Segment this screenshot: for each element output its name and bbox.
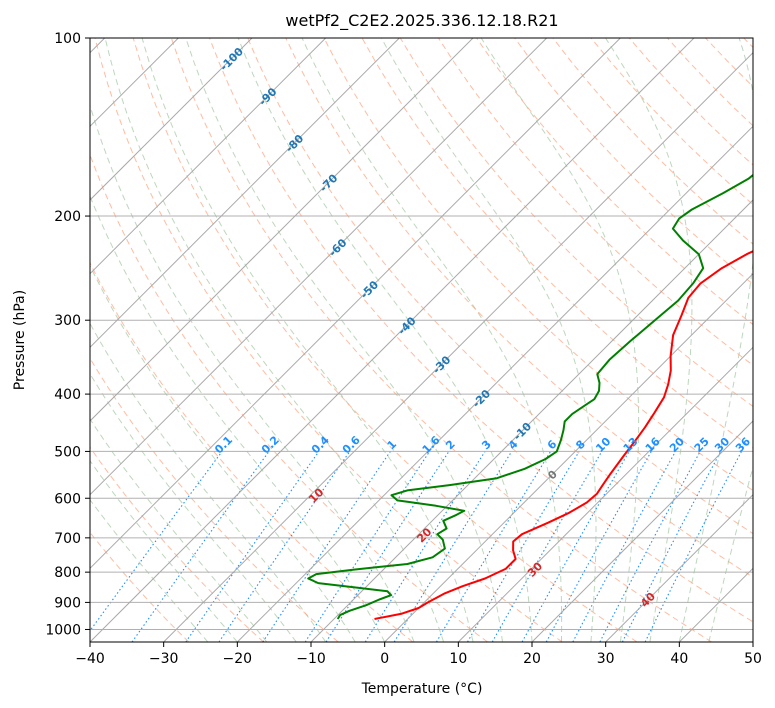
moist-adiabat — [480, 38, 640, 642]
x-tick-label: 20 — [523, 651, 541, 667]
moist-adiabat — [90, 459, 238, 642]
isotherm-line — [384, 272, 753, 642]
moist-adiabat — [605, 38, 693, 642]
moist-adiabat — [185, 38, 503, 642]
x-tick-label: −10 — [296, 651, 326, 667]
dry-adiabat — [170, 38, 712, 642]
moist-adiabat — [90, 194, 386, 642]
y-tick-label: 600 — [54, 491, 81, 507]
mixing-ratio-line — [262, 451, 391, 642]
dry-adiabat — [90, 261, 414, 642]
moist-adiabats — [90, 38, 753, 642]
x-tick-label: −20 — [223, 651, 253, 667]
isotherm-line — [90, 38, 621, 570]
y-axis: 100 200 300 400 500 600 700 800 900 1000 — [45, 31, 90, 638]
mixing-ratio-line — [304, 451, 431, 642]
moist-adiabat — [301, 38, 563, 642]
dry-adiabat — [476, 38, 753, 326]
x-axis: −40 −30 −20 −10 0 10 20 30 40 50 — [75, 642, 762, 667]
x-tick-label: 10 — [449, 651, 467, 667]
y-tick-label: 100 — [54, 31, 81, 47]
moist-adiabat — [90, 103, 415, 642]
isotherm-line — [90, 38, 695, 642]
moist-adiabat — [90, 322, 327, 642]
mixing-ratio-line — [572, 451, 676, 642]
y-tick-label: 300 — [54, 313, 81, 329]
moist-adiabat — [90, 498, 209, 642]
dry-adiabat — [94, 38, 563, 642]
plot-frame — [89, 37, 754, 643]
mixing-ratio-line — [325, 451, 450, 642]
isotherm-line — [90, 38, 400, 349]
moist-adiabat — [380, 38, 597, 642]
isobar-gridlines — [90, 38, 753, 630]
y-tick-label: 400 — [54, 387, 81, 403]
y-tick-label: 200 — [54, 209, 81, 225]
y-tick-label: 1000 — [45, 622, 81, 638]
moist-adiabat — [90, 264, 356, 642]
isotherm-line — [90, 38, 474, 422]
mixing-ratio-line — [90, 451, 223, 632]
mixing-ratio-line — [218, 451, 351, 642]
dry-adiabat — [209, 38, 753, 623]
mixing-ratio-line — [393, 451, 513, 642]
mixing-ratio-line — [621, 451, 722, 642]
mixing-ratio-line — [644, 451, 742, 642]
moist-adiabat — [104, 38, 445, 642]
isotherm-line — [163, 51, 753, 642]
isotherm-line — [531, 420, 753, 642]
y-tick-label: 900 — [54, 595, 81, 611]
moist-adiabat — [708, 464, 753, 642]
dry-adiabat — [323, 38, 753, 492]
y-axis-label: Pressure (hPa) — [12, 290, 28, 390]
moist-adiabat — [141, 38, 474, 642]
moist-adiabat — [90, 418, 268, 642]
mixing-ratio-lines — [90, 451, 742, 642]
isotherm-line — [90, 38, 548, 496]
isotherm-line — [90, 38, 253, 201]
mixing-ratio-line — [521, 451, 630, 642]
isotherm-line — [236, 125, 753, 642]
x-tick-label: 50 — [744, 651, 762, 667]
isotherm-line — [310, 199, 753, 642]
dry-adiabat — [90, 446, 264, 642]
y-tick-label: 700 — [54, 531, 81, 547]
dry-adiabat — [285, 38, 753, 535]
dewpoint-profile — [307, 173, 753, 620]
dry-adiabat — [90, 357, 339, 642]
isotherm-gridlines — [90, 38, 753, 642]
moist-adiabat — [678, 38, 753, 642]
isotherm-line — [457, 346, 753, 642]
isotherm-line — [605, 493, 753, 642]
y-tick-label: 800 — [54, 565, 81, 581]
moist-adiabat — [90, 372, 297, 642]
moist-adiabat — [237, 38, 533, 642]
mixing-ratio-line — [545, 451, 652, 642]
dry-adiabat — [247, 38, 753, 578]
x-tick-label: −40 — [75, 651, 105, 667]
x-tick-label: 30 — [597, 651, 615, 667]
x-axis-label: Temperature (°C) — [361, 681, 483, 697]
chart-title: wetPf2_C2E2.2025.336.12.18.R21 — [285, 11, 558, 31]
mixing-ratio-line — [185, 451, 320, 642]
x-tick-label: 0 — [380, 651, 389, 667]
x-tick-label: −30 — [149, 651, 179, 667]
sounding-series — [307, 173, 753, 620]
isotherm-line — [90, 38, 327, 275]
temperature-profile — [374, 250, 753, 620]
y-tick-label: 500 — [54, 444, 81, 460]
x-tick-label: 40 — [670, 651, 688, 667]
dry-adiabat — [514, 38, 753, 285]
